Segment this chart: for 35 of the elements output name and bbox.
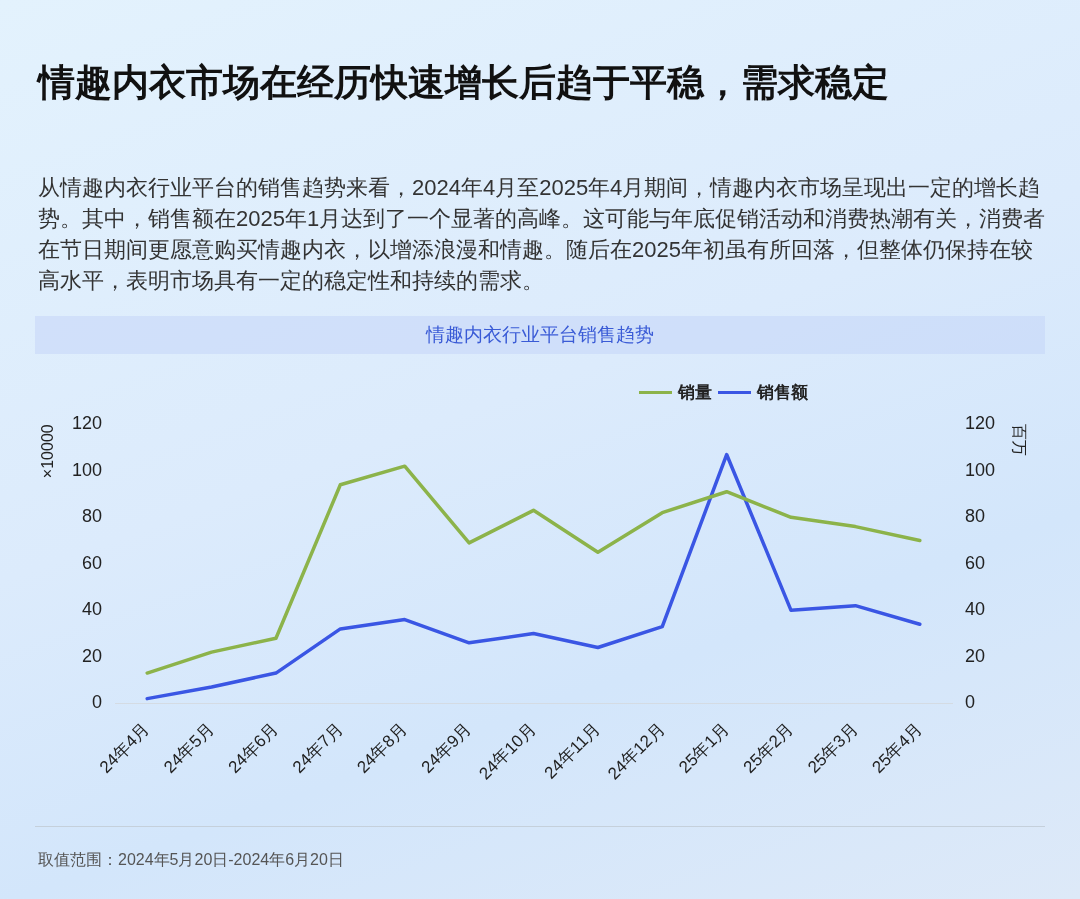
x-tick-label: 24年5月 [160,719,218,777]
y2-axis-title: 百万 [1010,424,1028,457]
x-tick-label: 25年1月 [675,719,733,777]
x-tick-label: 24年11月 [540,719,605,783]
x-tick-label: 25年3月 [804,719,862,777]
y-tick-label: 100 [71,459,102,480]
x-tick-label: 24年4月 [95,719,154,777]
chart-title: 情趣内衣市场在经历快速增长后趋于平稳，需求稳定 [38,61,889,105]
x-tick-label: 24年9月 [417,719,476,777]
y-tick-label: 0 [91,692,102,713]
y-tick-label: 60 [81,552,102,573]
y2-tick-label: 120 [965,413,996,434]
y2-tick-label: 0 [965,692,976,713]
y2-tick-label: 60 [965,552,986,573]
legend-label: 销售额 [757,382,808,404]
x-tick-label: 24年6月 [224,719,283,777]
y2-tick-label: 20 [965,645,986,666]
text: 取值范围：2024年5月20日-2024年6月20日 [38,850,344,870]
y-axis-title: ×10000 [39,424,57,479]
y-tick-label: 20 [81,645,102,666]
x-tick-label: 25年2月 [739,719,798,777]
y-tick-label: 40 [81,599,102,620]
x-tick-label: 24年12月 [604,719,669,784]
y2-tick-label: 40 [965,599,986,620]
x-tick-label: 24年10月 [475,719,540,784]
text: 从情趣内衣行业平台的销售趋势来看，2024年4月至2025年4月期间，情趣内衣市场呈现出一定的增长趋势。其中，销售额在2025年1月达到了一个显著的高峰。这可能与年底促销活动和消费热潮有关，消费者在节日期间更愿意购买情趣内衣，以增添浪漫和情趣。随后在2025年初虽有所回落，但整体仍保持在较高水平，表明市场具有一定的稳定性和持续的需求。 [38,174,1047,295]
x-tick-label: 25年4月 [868,719,926,777]
y-tick-label: 120 [71,413,102,434]
x-tick-label: 24年8月 [353,719,411,777]
legend-label: 销量 [678,382,712,404]
y2-tick-label: 80 [965,506,986,527]
x-tick-label: 24年7月 [288,719,347,777]
y-tick-label: 80 [81,506,102,527]
y2-tick-label: 100 [965,459,996,480]
chart-subtitle: 情趣内衣行业平台销售趋势 [35,316,1045,354]
